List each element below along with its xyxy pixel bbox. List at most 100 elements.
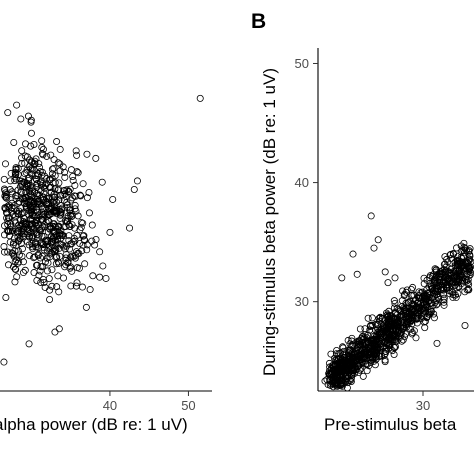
panel-a-point xyxy=(53,198,61,206)
panel-b-point xyxy=(398,328,406,336)
panel-b-point xyxy=(356,341,364,349)
panel-b-point xyxy=(376,352,384,360)
panel-a-point xyxy=(33,277,41,285)
panel-b-point xyxy=(462,247,470,255)
panel-a-point xyxy=(62,218,70,226)
panel-b-point xyxy=(370,336,378,344)
panel-b-point xyxy=(362,360,370,368)
panel-b-point xyxy=(384,345,392,353)
panel-a-point xyxy=(92,154,100,162)
panel-a-point xyxy=(36,226,44,234)
panel-a-point xyxy=(66,206,74,214)
panel-a-point xyxy=(69,172,77,180)
panel-b-point xyxy=(354,341,362,349)
panel-a-point xyxy=(14,186,22,194)
panel-b-point xyxy=(387,321,395,329)
panel-b-point xyxy=(392,315,400,323)
panel-b-point xyxy=(381,268,389,276)
panel-b-point xyxy=(348,366,356,374)
panel-b-point xyxy=(401,309,409,317)
panel-a-point xyxy=(32,239,40,247)
panel-b-point xyxy=(453,244,461,252)
panel-a-point xyxy=(59,163,67,171)
panel-a-point xyxy=(78,247,86,255)
panel-a-point xyxy=(67,263,75,271)
panel-b-point xyxy=(426,309,434,317)
panel-a-point xyxy=(83,246,91,254)
panel-a-point xyxy=(83,150,91,158)
panel-a-point xyxy=(38,137,46,145)
panel-b-point xyxy=(433,300,441,308)
panel-a-point xyxy=(14,209,22,217)
panel-b-point xyxy=(466,252,474,260)
panel-b-point xyxy=(387,334,395,342)
panel-a-point xyxy=(0,231,8,239)
panel-a-point xyxy=(69,238,77,246)
panel-a-point xyxy=(79,219,87,227)
panel-b-y-tick-label: 40 xyxy=(295,175,309,190)
panel-b-point xyxy=(374,236,382,244)
panel-b-point xyxy=(331,379,339,387)
panel-b-y-ticks: 30 40 50 xyxy=(295,56,318,309)
panel-a-point xyxy=(0,248,8,256)
panel-a-point xyxy=(60,243,68,251)
panel-b-point xyxy=(437,273,445,281)
panel-a-point xyxy=(6,227,14,235)
panel-a-point xyxy=(77,192,85,200)
panel-a-point xyxy=(21,159,29,167)
panel-b-point xyxy=(430,314,438,322)
panel-a-point xyxy=(55,223,63,231)
panel-b-point xyxy=(368,314,376,322)
panel-a-point xyxy=(63,242,71,250)
panel-b-x-ticks: 30 xyxy=(416,391,430,413)
panel-a-point xyxy=(130,185,138,193)
panel-b-point xyxy=(421,324,429,332)
panel-a-point xyxy=(83,194,91,202)
panel-a-point xyxy=(66,185,74,193)
panel-a-x-axis-title: alpha power (dB re: 1 uV) xyxy=(0,415,188,434)
panel-b-point xyxy=(399,336,407,344)
panel-a-point xyxy=(25,340,33,348)
panel-b-x-tick-label: 30 xyxy=(416,398,430,413)
panel-b-point xyxy=(332,380,340,388)
panel-b-point xyxy=(391,336,399,344)
panel-a-point xyxy=(24,192,32,200)
panel-a-point xyxy=(57,240,65,248)
panel-b-point xyxy=(465,247,473,255)
panel-b-point xyxy=(327,380,335,388)
panel-a-point xyxy=(52,206,60,214)
panel-a-point xyxy=(80,232,88,240)
panel-b-point xyxy=(407,325,415,333)
panel-a-point xyxy=(0,358,8,366)
panel-b-point xyxy=(441,253,449,261)
panel-b-point xyxy=(449,288,457,296)
panel-b-point xyxy=(383,333,391,341)
panel-a-point xyxy=(28,223,36,231)
panel-a-point xyxy=(32,181,40,189)
panel-a-point xyxy=(5,203,13,211)
panel-a-point xyxy=(126,224,134,232)
panel-a-point xyxy=(85,188,93,196)
panel-b-point xyxy=(443,273,451,281)
panel-a-point xyxy=(8,203,16,211)
panel-a-point xyxy=(5,261,12,269)
panel-a-point xyxy=(47,151,55,159)
panel-a-point xyxy=(50,164,58,172)
panel-a-point xyxy=(26,252,34,260)
panel-a-point xyxy=(11,234,19,242)
panel-b-point xyxy=(335,354,343,362)
panel-a-point xyxy=(42,238,50,246)
panel-a-point xyxy=(106,228,114,236)
panel-b-point xyxy=(390,351,398,359)
panel-a-point xyxy=(86,286,94,294)
panel-a-x-tick-label: 50 xyxy=(181,398,195,413)
panel-a-point xyxy=(62,256,70,264)
panel-a-point xyxy=(13,273,21,281)
panel-b-point xyxy=(453,284,461,292)
panel-b-point xyxy=(408,291,416,299)
panel-b-point xyxy=(377,342,385,350)
panel-b-point xyxy=(347,374,355,382)
panel-b-point xyxy=(368,354,376,362)
panel-a-point xyxy=(11,171,19,179)
panel-a-point xyxy=(102,274,110,282)
